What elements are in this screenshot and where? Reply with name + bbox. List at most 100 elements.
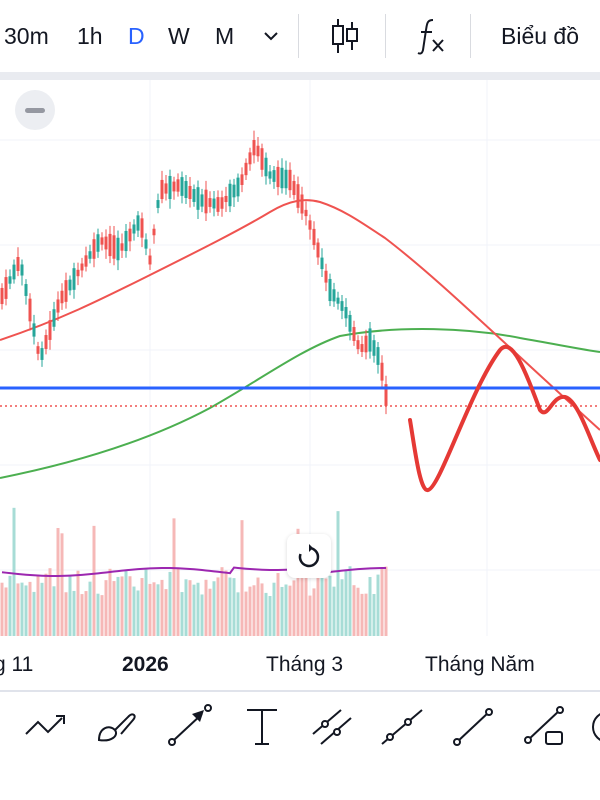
candle-body [104, 236, 108, 250]
candle-body [272, 170, 276, 182]
volume-bar [276, 573, 280, 636]
ma-slow-line [0, 328, 600, 479]
volume-bar [280, 586, 284, 636]
volume-bar [312, 588, 316, 636]
collapse-button[interactable] [15, 90, 55, 130]
ma-fast-line [0, 199, 600, 431]
brush-icon[interactable] [93, 692, 143, 772]
candle-body [280, 167, 284, 189]
candlestick-icon[interactable] [330, 16, 360, 64]
volume-bar [216, 577, 220, 636]
candle-body [256, 145, 260, 157]
trend-line-icon[interactable] [22, 692, 72, 772]
volume-bar [4, 587, 8, 636]
volume-bar [8, 575, 12, 636]
volume-bar [56, 527, 60, 636]
volume-bar [244, 591, 248, 636]
volume-bar [256, 577, 260, 636]
extended-line-icon[interactable] [449, 692, 499, 772]
volume-bar [184, 579, 188, 636]
chart-canvas[interactable] [0, 80, 600, 690]
volume-bar [204, 579, 208, 636]
volume-bar [176, 568, 180, 636]
candle-body [140, 218, 144, 238]
candle-body [224, 195, 228, 203]
candles [0, 130, 388, 415]
candle-body [220, 197, 224, 209]
volume-bars [0, 507, 388, 636]
more-tools-icon[interactable] [590, 692, 600, 772]
volume-bar [320, 574, 324, 636]
reset-chart-button[interactable] [287, 534, 331, 578]
info-line-icon[interactable] [520, 692, 570, 772]
indicators-icon[interactable] [415, 16, 447, 64]
candle-body [364, 335, 368, 353]
volume-bar [384, 566, 388, 636]
volume-bar [152, 582, 156, 636]
hand-drawn-projection [408, 345, 600, 492]
volume-bar [220, 567, 224, 636]
x-tick-label: 2026 [122, 653, 169, 676]
candle-body [112, 235, 116, 259]
interval-m[interactable]: M [215, 23, 235, 49]
candle-body [60, 290, 64, 304]
candle-body [244, 162, 248, 176]
volume-bar [304, 576, 308, 636]
volume-bar [88, 581, 92, 636]
candle-body [164, 183, 168, 194]
candle-body [168, 175, 172, 200]
volume-bar [316, 574, 320, 636]
interval-30m[interactable]: 30m [4, 23, 49, 49]
chevron-down-icon[interactable] [262, 22, 280, 58]
candle-body [120, 243, 124, 251]
candle-body [248, 152, 252, 165]
candle-body [188, 185, 192, 200]
interval-1h[interactable]: 1h [77, 23, 103, 49]
candle-body [356, 340, 360, 350]
candle-body [372, 340, 376, 356]
ray-icon[interactable] [378, 692, 428, 772]
volume-bar [224, 570, 228, 636]
volume-bar [96, 593, 100, 636]
candle-body [24, 284, 28, 296]
volume-bar [208, 588, 212, 636]
interval-w[interactable]: W [168, 23, 190, 49]
volume-bar [300, 570, 304, 636]
volume-bar [52, 586, 56, 636]
volume-bar [48, 568, 52, 636]
candle-body [300, 194, 304, 214]
volume-bar [156, 584, 160, 636]
interval-d[interactable]: D [128, 23, 145, 49]
candle-body [80, 263, 84, 271]
price-chart[interactable]: g 11 2026 Tháng 3 Tháng Năm [0, 80, 600, 690]
candle-body [72, 268, 76, 290]
volume-bar [228, 577, 232, 636]
volume-bar [308, 595, 312, 636]
candle-body [44, 335, 48, 349]
volume-bar [0, 582, 4, 636]
parallel-channel-icon[interactable] [307, 692, 357, 772]
candle-body [8, 276, 12, 284]
volume-bar [20, 582, 24, 636]
volume-bar [64, 592, 68, 636]
volume-bar [356, 587, 360, 636]
candle-body [336, 297, 340, 304]
volume-bar [192, 584, 196, 636]
volume-bar [112, 581, 116, 636]
arrow-icon[interactable] [164, 692, 214, 772]
drawing-toolbar [0, 692, 600, 800]
candle-body [128, 228, 132, 242]
volume-bar [104, 580, 108, 636]
volume-bar [12, 507, 16, 636]
candle-body [332, 289, 336, 302]
volume-bar [40, 582, 44, 636]
text-icon[interactable] [237, 692, 287, 772]
candle-body [84, 255, 88, 267]
volume-bar [160, 579, 164, 636]
chart-type-button[interactable]: Biểu đồ [501, 23, 580, 49]
volume-bar [76, 570, 80, 636]
volume-bar [180, 592, 184, 636]
candle-body [96, 234, 100, 252]
volume-bar [272, 582, 276, 636]
candle-body [88, 251, 92, 259]
